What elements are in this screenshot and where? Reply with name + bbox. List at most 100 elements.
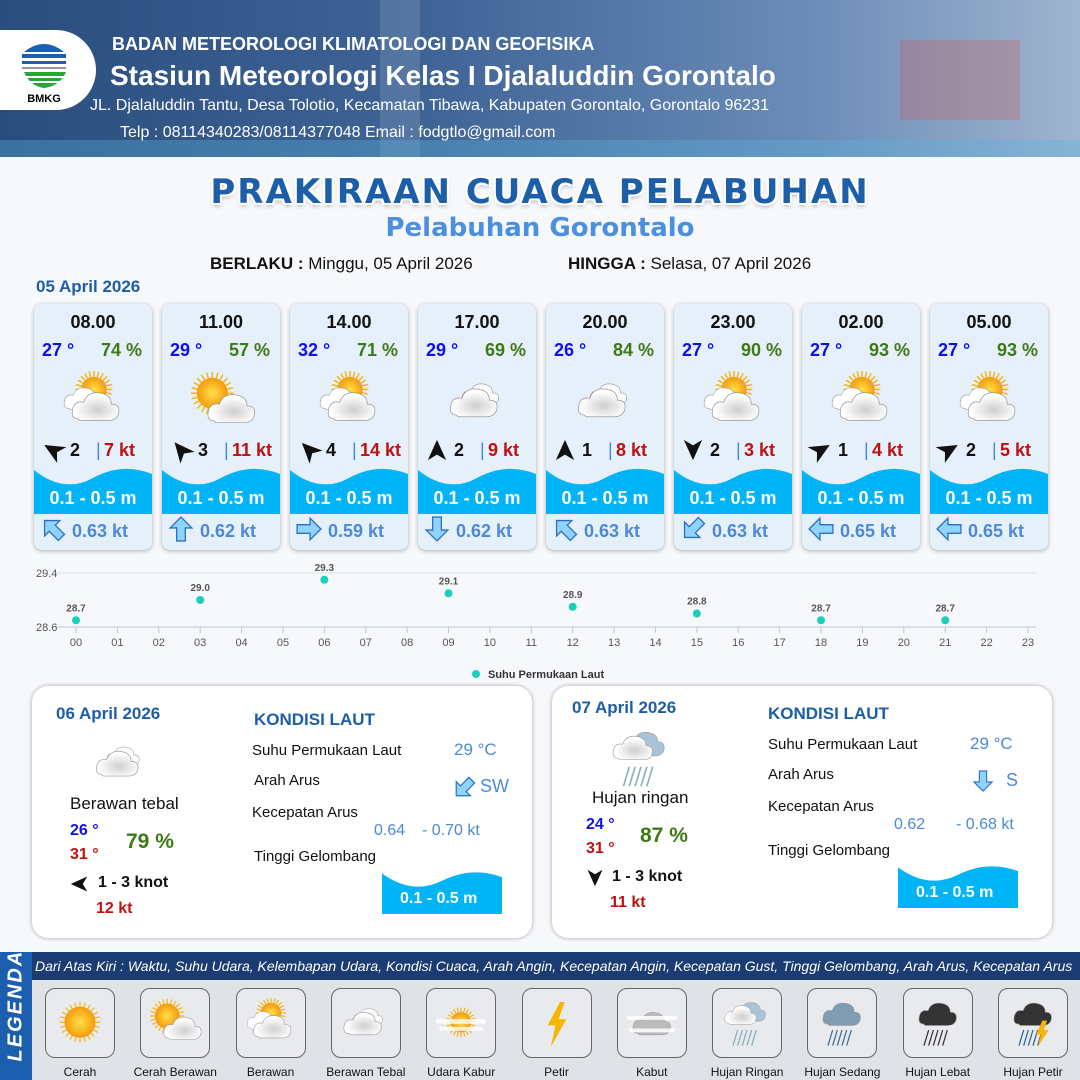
forecast-card: 14.00 32 ° 71 % 4 | 14 kt 0.1 - 0.5 m 0.… <box>290 304 408 550</box>
x-tick-label: 12 <box>567 637 579 649</box>
current-direction-icon <box>40 516 66 547</box>
wave-height: 0.1 - 0.5 m <box>433 488 521 508</box>
gust-speed: 11 kt <box>232 440 273 460</box>
legend-item: Berawan <box>224 988 318 1079</box>
wave-graphic <box>930 462 1048 514</box>
hujan-lebat-icon <box>902 988 973 1058</box>
wave-graphic <box>898 860 1018 913</box>
current-speed-label: Kecepatan Arus <box>768 798 874 815</box>
legend-marker <box>472 670 480 678</box>
y-tick-label: 28.6 <box>36 622 57 634</box>
x-tick-label: 03 <box>194 637 206 649</box>
air-temperature: 29 ° <box>170 340 203 360</box>
x-tick-label: 19 <box>856 637 868 649</box>
current-info: 0.65 kt <box>808 516 896 547</box>
legend-item-label: Cerah <box>63 1065 97 1079</box>
wind-direction-icon <box>935 439 960 466</box>
station-name: Stasiun Meteorologi Kelas I Djalaluddin … <box>110 60 776 91</box>
udara-kabur-icon <box>426 988 497 1058</box>
page-subtitle: Pelabuhan Gorontalo <box>385 213 695 243</box>
wind-info: 1 | 8 kt <box>552 438 662 462</box>
wind-speed: 4 <box>326 440 337 460</box>
wind-speed: 2 <box>454 440 465 460</box>
current-speed: 0.59 kt <box>328 521 385 541</box>
air-temperature: 32 ° <box>298 340 331 360</box>
gust-speed: 11 kt <box>610 894 646 911</box>
forecast-card: 08.00 27 ° 74 % 2 | 7 kt 0.1 - 0.5 m 0.6… <box>34 304 152 550</box>
wind-speed: 2 <box>710 440 721 460</box>
wave-height: 0.1 - 0.5 m <box>817 488 905 508</box>
x-tick-label: 13 <box>608 637 620 649</box>
wind-speed: 2 <box>70 440 81 460</box>
air-temperature: 27 ° <box>810 340 843 360</box>
gust-speed: 3 kt <box>744 440 776 460</box>
x-tick-label: 10 <box>484 637 496 649</box>
wave-height: 0.1 - 0.5 m <box>177 488 265 508</box>
current-speed: 0.63 kt <box>584 521 641 541</box>
humidity: 93 % <box>996 340 1038 360</box>
current-info: 0.63 kt <box>40 516 128 547</box>
current-direction-label: Arah Arus <box>768 766 834 783</box>
valid-to-value: Selasa, 07 April 2026 <box>650 254 812 273</box>
x-tick-label: 04 <box>235 637 247 649</box>
cerah-icon <box>45 988 115 1058</box>
gust-speed: 9 kt <box>488 440 520 460</box>
max-temperature: 31 ° <box>70 846 99 863</box>
wind-direction-icon <box>70 875 88 898</box>
condition-label: Hujan ringan <box>592 788 689 807</box>
x-tick-label: 00 <box>70 637 82 649</box>
legend-item: Cerah <box>33 988 127 1079</box>
data-label: 28.7 <box>811 603 831 614</box>
wave-height: 0.1 - 0.5 m <box>945 488 1033 508</box>
current-direction-value: S <box>1006 770 1019 790</box>
wind-direction-icon <box>554 439 576 466</box>
min-temperature: 24 ° <box>586 816 615 833</box>
legend-item: Hujan Petir <box>986 988 1080 1079</box>
x-tick-label: 16 <box>732 637 744 649</box>
humidity: 69 % <box>484 340 526 360</box>
wind-speed: 3 <box>198 440 209 460</box>
x-tick-label: 21 <box>939 637 951 649</box>
x-tick-label: 17 <box>774 637 786 649</box>
data-point <box>320 575 329 584</box>
current-speed-max: - 0.68 kt <box>956 816 1014 833</box>
wave-graphic <box>546 462 664 514</box>
legend-item-label: Petir <box>544 1065 569 1079</box>
legend-description: Dari Atas Kiri : Waktu, Suhu Udara, Kele… <box>32 952 1080 980</box>
current-direction-label: Arah Arus <box>254 772 320 789</box>
x-tick-label: 08 <box>401 637 413 649</box>
legend-icons: Cerah Cerah Berawan Berawan Berawan Tebal Ud… <box>32 980 1080 1080</box>
legend-item: Udara Kabur <box>414 988 508 1079</box>
weather-berawan-icon <box>826 370 898 434</box>
forecast-time: 05.00 <box>966 312 1012 332</box>
header-banner: BMKG BADAN METEOROLOGI KLIMATOLOGI DAN G… <box>0 0 1080 157</box>
humidity: 57 % <box>228 340 270 360</box>
air-temperature: 27 ° <box>938 340 971 360</box>
current-direction-icon <box>972 770 994 797</box>
humidity: 74 % <box>100 340 142 360</box>
svg-text:BMKG: BMKG <box>27 93 61 105</box>
wave-height-label: Tinggi Gelombang <box>254 848 377 865</box>
wave-graphic <box>162 462 280 514</box>
daily-forecast-panel: 06 April 2026 Berawan tebal 26 ° 31 ° 79 % 1 … <box>32 686 532 938</box>
data-label: 28.7 <box>935 603 955 614</box>
x-tick-label: 09 <box>442 637 454 649</box>
wind-speed: 1 <box>838 440 849 460</box>
condition-label: Berawan tebal <box>70 794 179 813</box>
current-direction-icon <box>168 516 194 547</box>
legend-item-label: Kabut <box>636 1065 668 1079</box>
legend-item: Petir <box>510 988 604 1079</box>
current-direction-icon <box>680 516 706 547</box>
kabut-icon <box>616 988 687 1058</box>
sea-condition-title: KONDISI LAUT <box>768 704 889 723</box>
bmkg-logo: BMKG <box>0 30 96 110</box>
data-point <box>72 616 80 625</box>
wind-direction-icon <box>682 439 704 466</box>
wind-info: 2 | 3 kt <box>680 438 790 462</box>
legend-item-label: Hujan Petir <box>1003 1065 1063 1079</box>
wind-direction-icon <box>807 439 832 466</box>
panel-date: 07 April 2026 <box>572 698 677 717</box>
current-direction-value: SW <box>480 776 509 796</box>
valid-from: BERLAKU : Minggu, 05 April 2026 <box>210 254 473 274</box>
data-label: 28.8 <box>687 597 707 608</box>
